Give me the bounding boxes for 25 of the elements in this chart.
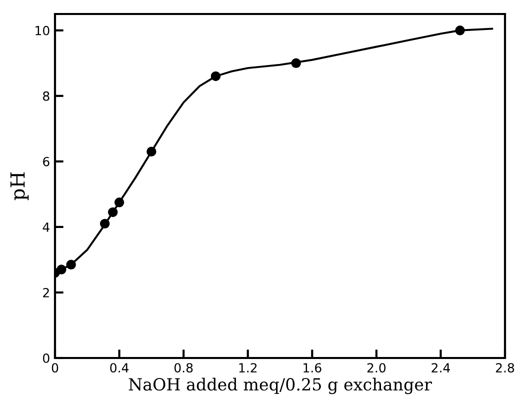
x-tick-label: 1.6 — [304, 363, 322, 373]
point — [291, 58, 301, 68]
x-tick-label: 2.0 — [367, 363, 386, 373]
y-tick-label: 2 — [43, 288, 49, 298]
point — [56, 264, 66, 274]
point — [100, 218, 110, 229]
y-tick-label: 8 — [43, 91, 50, 101]
y-axis-title: pH — [10, 172, 29, 200]
x-tick-label: 0.4 — [110, 363, 129, 373]
x-axis-title: NaOH added meq/0.25 g exchanger — [128, 378, 432, 394]
y-tick-label: 6 — [43, 156, 50, 166]
point — [146, 146, 156, 156]
point — [66, 260, 76, 270]
x-tick-label: 2.8 — [496, 363, 514, 373]
x-tick-label: 0.8 — [174, 363, 193, 373]
x-tick-label: 1.2 — [239, 363, 257, 372]
point — [455, 26, 465, 36]
y-tick-label: 10 — [36, 26, 50, 36]
y-tick-label: 4 — [42, 222, 50, 232]
point — [108, 207, 118, 218]
point — [210, 71, 221, 82]
point — [114, 198, 124, 208]
x-tick-label: 2.4 — [432, 363, 450, 372]
y-tick-label: 0 — [43, 353, 50, 363]
x-tick-label: 0 — [52, 363, 58, 373]
